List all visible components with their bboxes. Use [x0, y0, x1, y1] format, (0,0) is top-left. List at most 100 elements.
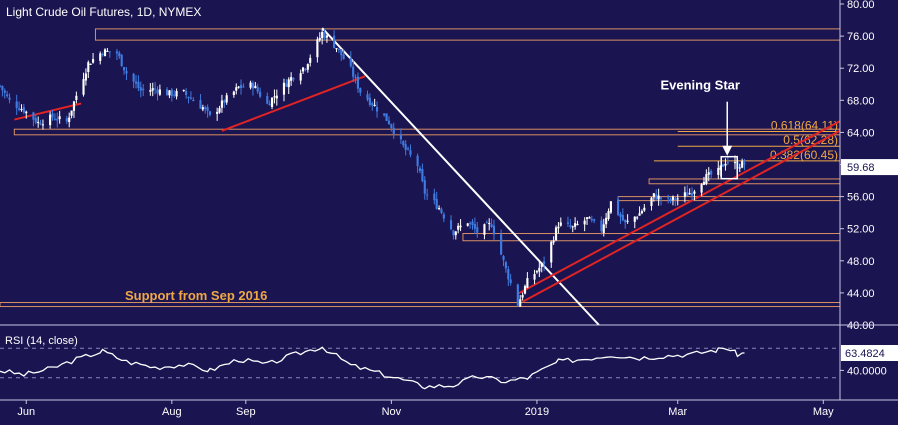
candle-body [3, 90, 6, 93]
candle-body [204, 107, 207, 109]
candle-179 [590, 215, 593, 223]
candle-body [466, 223, 469, 226]
candle-body [469, 222, 472, 224]
candle-body [58, 116, 61, 120]
candle-134 [440, 207, 443, 215]
candle-body [316, 39, 319, 58]
candle-body [8, 97, 11, 100]
candle-body [552, 240, 555, 243]
candle-20 [58, 110, 61, 124]
candle-body [53, 118, 56, 120]
candle-164 [540, 262, 543, 273]
candle-171 [566, 216, 570, 227]
fib-level-label-1: 0.618(64.11) [771, 119, 838, 133]
candle-body [165, 89, 169, 96]
candle-157 [519, 295, 522, 307]
candle-168 [554, 225, 558, 242]
candle-body [354, 77, 357, 79]
candle-body [208, 111, 212, 115]
candle-body [175, 90, 178, 97]
candle-11 [32, 111, 35, 127]
candle-body [259, 91, 262, 97]
candle-body [385, 113, 388, 121]
candle-198 [655, 189, 658, 201]
candle-body [68, 117, 71, 122]
candle-body [237, 86, 240, 88]
candle-9 [22, 103, 25, 115]
candle-body [249, 82, 252, 88]
candles-layer [0, 28, 746, 308]
candle-12 [34, 114, 37, 125]
candle-141 [466, 222, 469, 227]
candle-220 [726, 156, 729, 166]
candle-125 [409, 144, 412, 158]
candle-27 [84, 68, 87, 86]
candle-body [640, 211, 644, 214]
candle-body [337, 48, 340, 50]
candle-49 [156, 86, 159, 101]
candle-158 [521, 292, 524, 301]
candle-221 [733, 155, 737, 170]
candle-214 [707, 167, 710, 182]
candle-body [99, 53, 102, 61]
candle-127 [418, 165, 422, 174]
candle-body [356, 76, 360, 89]
evening-star-arrow-head [722, 145, 733, 156]
candle-body [702, 181, 706, 185]
candle-25 [75, 91, 78, 104]
candle-body [616, 199, 620, 215]
candle-169 [557, 222, 560, 234]
candle-139 [457, 222, 460, 234]
candle-31 [99, 51, 102, 65]
candle-body [438, 208, 441, 210]
candle-88 [287, 77, 290, 94]
candle-body [669, 198, 672, 201]
candle-172 [569, 219, 572, 229]
candle-body [220, 100, 224, 108]
candle-188 [621, 208, 624, 222]
candle-10 [25, 110, 28, 119]
rsi-label: RSI (14, close) [5, 335, 78, 347]
candle-body [683, 192, 686, 197]
price-tick-label: 52.00 [847, 224, 875, 236]
candle-body [254, 85, 257, 89]
candle-body [34, 118, 37, 123]
candle-186 [616, 196, 620, 217]
candle-body [693, 191, 696, 194]
candle-body [504, 262, 507, 269]
candle-156 [516, 283, 519, 308]
candle-body [607, 211, 610, 219]
candle-body [216, 111, 219, 114]
candle-body [671, 196, 675, 200]
candle-180 [593, 218, 596, 224]
candle-36 [115, 48, 119, 61]
candle-body [435, 199, 438, 209]
current-price-label: 59.68 [847, 162, 875, 174]
candle-body [406, 148, 410, 150]
candle-body [707, 172, 710, 175]
candle-body [655, 194, 658, 200]
candle-145 [476, 221, 479, 238]
candle-68 [220, 94, 224, 113]
candle-76 [249, 80, 252, 90]
candle-60 [192, 97, 195, 102]
candle-body [459, 225, 462, 228]
candle-126 [416, 153, 419, 173]
candle-body [659, 197, 663, 199]
candle-40 [125, 67, 128, 81]
candle-body [134, 81, 138, 84]
candle-body [115, 51, 119, 54]
candle-163 [538, 262, 541, 278]
candle-29 [89, 63, 92, 65]
candle-body [151, 88, 154, 91]
candle-body [457, 225, 460, 230]
candle-119 [390, 123, 393, 132]
candle-99 [323, 28, 326, 40]
candle-body [473, 224, 476, 229]
candle-5 [8, 93, 11, 104]
candle-body [705, 174, 708, 184]
candle-206 [683, 186, 686, 203]
candle-203 [671, 195, 675, 206]
time-tick-label: Jun [17, 406, 35, 418]
